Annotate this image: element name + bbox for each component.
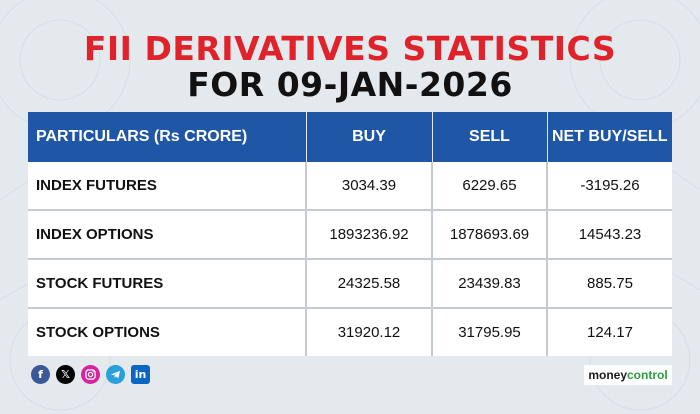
buy-value: 1893236.92	[306, 209, 433, 259]
page-title-line2: FOR 09-JAN-2026	[187, 65, 513, 104]
sell-value: 23439.83	[432, 258, 548, 308]
row-label: INDEX OPTIONS	[28, 209, 307, 259]
net-value: 14543.23	[547, 209, 672, 259]
column-header-particulars: PARTICULARS (Rs CRORE)	[28, 112, 307, 162]
row-label: STOCK FUTURES	[28, 258, 307, 308]
column-header-sell: SELL	[432, 112, 548, 162]
net-value: 885.75	[547, 258, 672, 308]
x-icon[interactable]: 𝕏	[56, 365, 75, 384]
fii-derivatives-table: PARTICULARS (Rs CRORE) BUY SELL NET BUY/…	[28, 112, 672, 356]
net-value: 124.17	[547, 307, 672, 356]
row-label: STOCK OPTIONS	[28, 307, 307, 356]
linkedin-icon[interactable]: in	[131, 365, 150, 384]
table-row: INDEX FUTURES 3034.39 6229.65 -3195.26	[28, 162, 672, 210]
buy-value: 24325.58	[306, 258, 433, 308]
instagram-icon[interactable]	[81, 365, 100, 384]
moneycontrol-logo: money control	[584, 365, 672, 385]
table-row: STOCK FUTURES 24325.58 23439.83 885.75	[28, 258, 672, 308]
table-row: INDEX OPTIONS 1893236.92 1878693.69 1454…	[28, 209, 672, 259]
social-links: f 𝕏 in	[31, 365, 150, 384]
telegram-icon[interactable]	[106, 365, 125, 384]
sell-value: 1878693.69	[432, 209, 548, 259]
sell-value: 31795.95	[432, 307, 548, 356]
column-header-net: NET BUY/SELL	[547, 112, 672, 162]
net-value: -3195.26	[547, 162, 672, 210]
facebook-icon[interactable]: f	[31, 365, 50, 384]
page-title-line1: FII DERIVATIVES STATISTICS	[83, 29, 617, 68]
sell-value: 6229.65	[432, 162, 548, 210]
buy-value: 3034.39	[306, 162, 433, 210]
column-header-buy: BUY	[306, 112, 433, 162]
table-header-row: PARTICULARS (Rs CRORE) BUY SELL NET BUY/…	[28, 112, 672, 162]
row-label: INDEX FUTURES	[28, 162, 307, 210]
buy-value: 31920.12	[306, 307, 433, 356]
table-row: STOCK OPTIONS 31920.12 31795.95 124.17	[28, 307, 672, 356]
